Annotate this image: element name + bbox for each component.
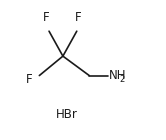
Text: F: F: [75, 11, 82, 24]
Text: F: F: [26, 73, 32, 86]
Text: NH: NH: [109, 69, 126, 82]
Text: 2: 2: [119, 75, 124, 84]
Text: HBr: HBr: [55, 108, 77, 121]
Text: F: F: [43, 11, 50, 24]
